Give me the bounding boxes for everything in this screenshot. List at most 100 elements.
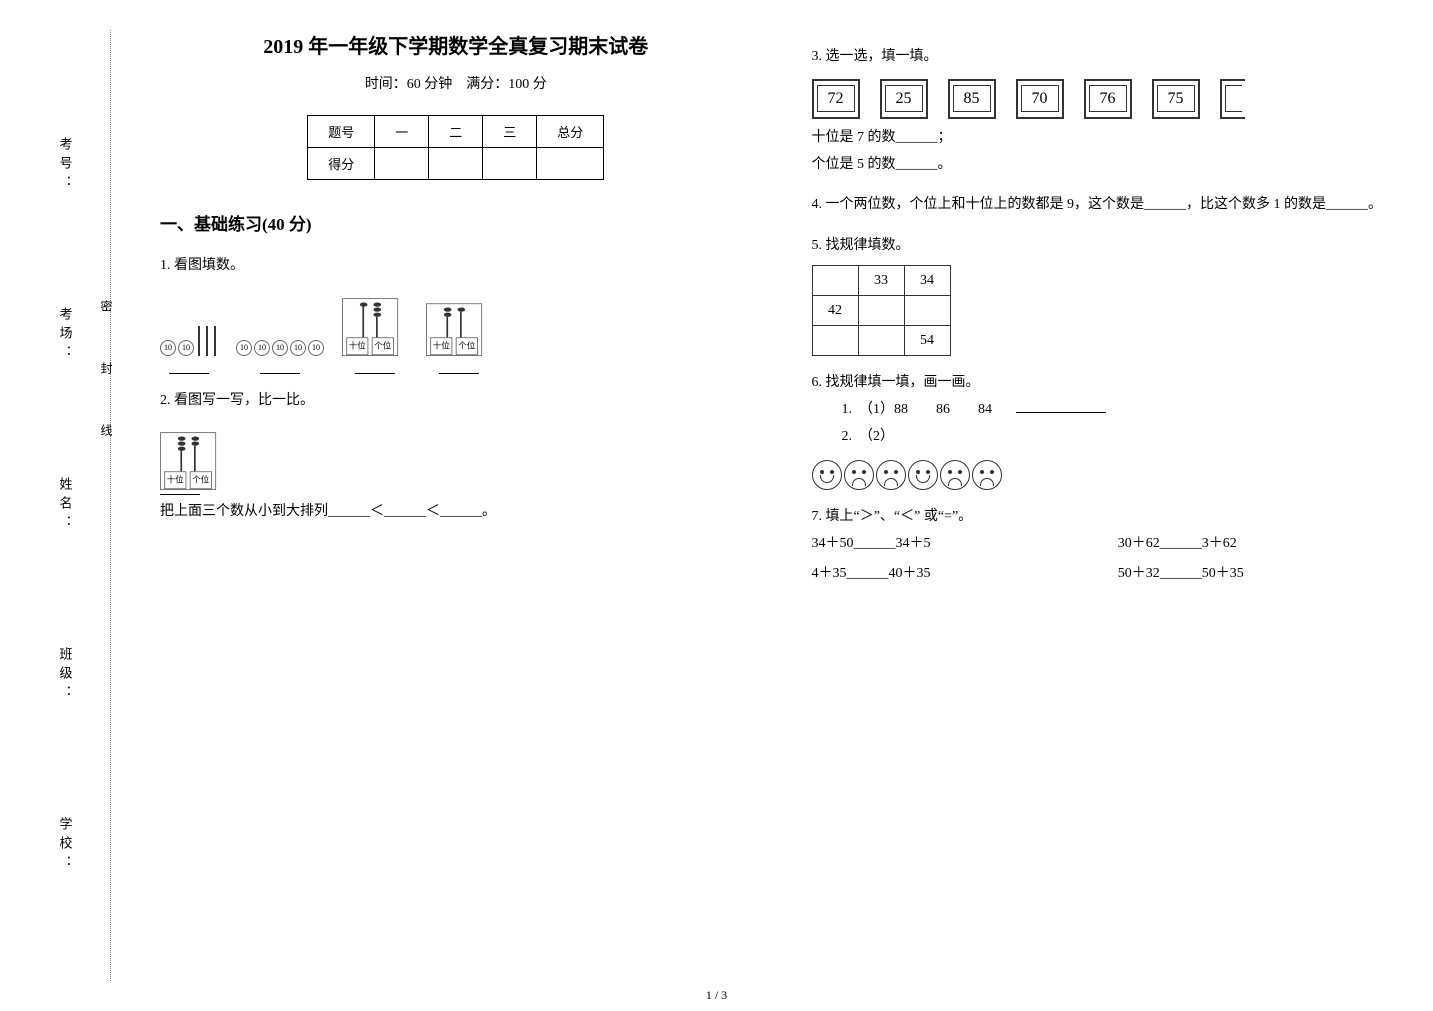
q1-label: 1. 看图填数。	[160, 253, 752, 280]
score-table-header-row: 题号 一 二 三 总分	[308, 116, 604, 148]
abacus-icon-1: 十位个位	[342, 298, 398, 356]
grid-cell	[812, 266, 858, 296]
q7-eq: 34＋50______34＋5	[812, 531, 1090, 558]
number-card: 75	[1152, 79, 1200, 119]
margin-label-examno: 考号：	[56, 137, 75, 194]
question-7: 7. 填上“＞”、“＜” 或“=”。 34＋50______34＋5 30＋62…	[812, 504, 1404, 588]
number-card: 25	[880, 79, 928, 119]
grid-cell: 34	[904, 266, 950, 296]
q4-text: 4. 一个两位数，个位上和十位上的数都是 9，这个数是______，比这个数多 …	[812, 197, 1383, 212]
question-3: 3. 选一选，填一填。 72 25 85 70 76 75 十位是 7 的数__…	[812, 44, 1404, 178]
card-value: 85	[953, 85, 991, 112]
margin-label-class: 班级：	[56, 647, 75, 704]
q3-cards: 72 25 85 70 76 75	[812, 79, 1404, 119]
grid-cell	[858, 326, 904, 356]
q2-blank-above-line	[160, 494, 200, 495]
question-4: 4. 一个两位数，个位上和十位上的数都是 9，这个数是______，比这个数多 …	[812, 192, 1404, 219]
q2-ordering-text: 把上面三个数从小到大排列______＜______＜______。	[160, 499, 752, 526]
score-th-0: 题号	[308, 116, 375, 148]
number-card: 72	[812, 79, 860, 119]
number-card-partial	[1220, 79, 1245, 119]
page-number: 1 / 3	[706, 988, 727, 1003]
q2-label: 2. 看图写一写，比一比。	[160, 388, 752, 415]
q1-blank-2	[260, 360, 300, 374]
left-column: 2019 年一年级下学期数学全真复习期末试卷 时间：60 分钟 满分：100 分…	[160, 30, 752, 981]
q6-label: 6. 找规律填一填，画一画。	[812, 370, 1404, 397]
q6-sub1-blank	[1016, 412, 1106, 413]
question-5: 5. 找规律填数。 33 34 42 54	[812, 233, 1404, 357]
q6-sub1: 1. （1）88 86 84	[842, 397, 1404, 424]
seal-line-text: 密 封 线	[98, 300, 115, 454]
sad-face-icon	[972, 460, 1002, 490]
sad-face-icon	[940, 460, 970, 490]
section-1-heading: 一、基础练习(40 分)	[160, 210, 752, 235]
grid-cell	[858, 296, 904, 326]
q1-fig-1: 10 10	[160, 326, 218, 374]
abacus-icon-q2: 十位个位	[160, 432, 216, 490]
grid-cell: 42	[812, 296, 858, 326]
score-th-2: 二	[429, 116, 483, 148]
q1-fig1-coins-icon: 10 10	[160, 326, 218, 356]
q3-line2: 个位是 5 的数______。	[812, 152, 1404, 179]
q3-label: 3. 选一选，填一填。	[812, 44, 1404, 71]
score-th-4: 总分	[537, 116, 604, 148]
card-value: 25	[885, 85, 923, 112]
grid-cell	[812, 326, 858, 356]
score-table: 题号 一 二 三 总分 得分	[307, 115, 604, 180]
card-value: 76	[1089, 85, 1127, 112]
number-card: 70	[1016, 79, 1064, 119]
q7-equations: 34＋50______34＋5 30＋62______3＋62 4＋35____…	[812, 531, 1404, 588]
q1-fig-4: 十位个位	[426, 294, 492, 374]
q1-blank-4	[439, 360, 479, 374]
score-th-3: 三	[483, 116, 537, 148]
margin-label-name: 姓名：	[56, 477, 75, 534]
q1-fig2-coins-icon: 10 10 10 10 10	[236, 340, 324, 356]
exam-title: 2019 年一年级下学期数学全真复习期末试卷	[160, 30, 752, 59]
q1-blank-3	[355, 360, 395, 374]
happy-face-icon	[908, 460, 938, 490]
margin-label-school: 学校：	[56, 817, 75, 874]
happy-face-icon	[812, 460, 842, 490]
exam-subtitle: 时间：60 分钟 满分：100 分	[160, 73, 752, 93]
question-6: 6. 找规律填一填，画一画。 1. （1）88 86 84 2. （2）	[812, 370, 1404, 490]
number-card: 85	[948, 79, 996, 119]
q2-figures: 十位个位	[160, 422, 752, 490]
q1-fig-2: 10 10 10 10 10	[236, 340, 324, 374]
score-cell-total	[537, 148, 604, 180]
q7-eq: 50＋32______50＋35	[1118, 561, 1403, 588]
q1-fig-3: 十位个位	[342, 288, 408, 374]
score-th-1: 一	[375, 116, 429, 148]
card-value: 72	[817, 85, 855, 112]
card-value: 75	[1157, 85, 1195, 112]
sad-face-icon	[844, 460, 874, 490]
binding-dotted-line	[110, 30, 111, 981]
score-row-label: 得分	[308, 148, 375, 180]
score-cell-2	[429, 148, 483, 180]
q7-eq: 30＋62______3＋62	[1118, 531, 1403, 558]
score-cell-1	[375, 148, 429, 180]
question-2: 2. 看图写一写，比一比。 十位个位 把上面三个数从小到大排列______＜__…	[160, 388, 752, 526]
number-card: 76	[1084, 79, 1132, 119]
abacus-icon-2: 十位个位	[426, 303, 482, 356]
page-body: 2019 年一年级下学期数学全真复习期末试卷 时间：60 分钟 满分：100 分…	[160, 30, 1403, 981]
q1-figures: 10 10 10 10 10 10 10	[160, 288, 752, 374]
binding-margin: 考号： 考场： 姓名： 班级： 学校：	[45, 0, 85, 1011]
grid-cell: 33	[858, 266, 904, 296]
score-table-score-row: 得分	[308, 148, 604, 180]
right-column: 3. 选一选，填一填。 72 25 85 70 76 75 十位是 7 的数__…	[812, 30, 1404, 981]
q5-grid: 33 34 42 54	[812, 265, 951, 356]
q7-label: 7. 填上“＞”、“＜” 或“=”。	[812, 504, 1404, 531]
q6-sub2-label: 2. （2）	[842, 424, 1404, 451]
q7-eq: 4＋35______40＋35	[812, 561, 1090, 588]
question-1: 1. 看图填数。 10 10 10 10 10 10	[160, 253, 752, 374]
score-cell-3	[483, 148, 537, 180]
grid-cell: 54	[904, 326, 950, 356]
sad-face-icon	[876, 460, 906, 490]
q6-faces-row	[812, 460, 1404, 490]
margin-label-room: 考场：	[56, 307, 75, 364]
q5-label: 5. 找规律填数。	[812, 233, 1404, 260]
q3-line1: 十位是 7 的数______；	[812, 125, 1404, 152]
grid-cell	[904, 296, 950, 326]
q1-blank-1	[169, 360, 209, 374]
card-value: 70	[1021, 85, 1059, 112]
